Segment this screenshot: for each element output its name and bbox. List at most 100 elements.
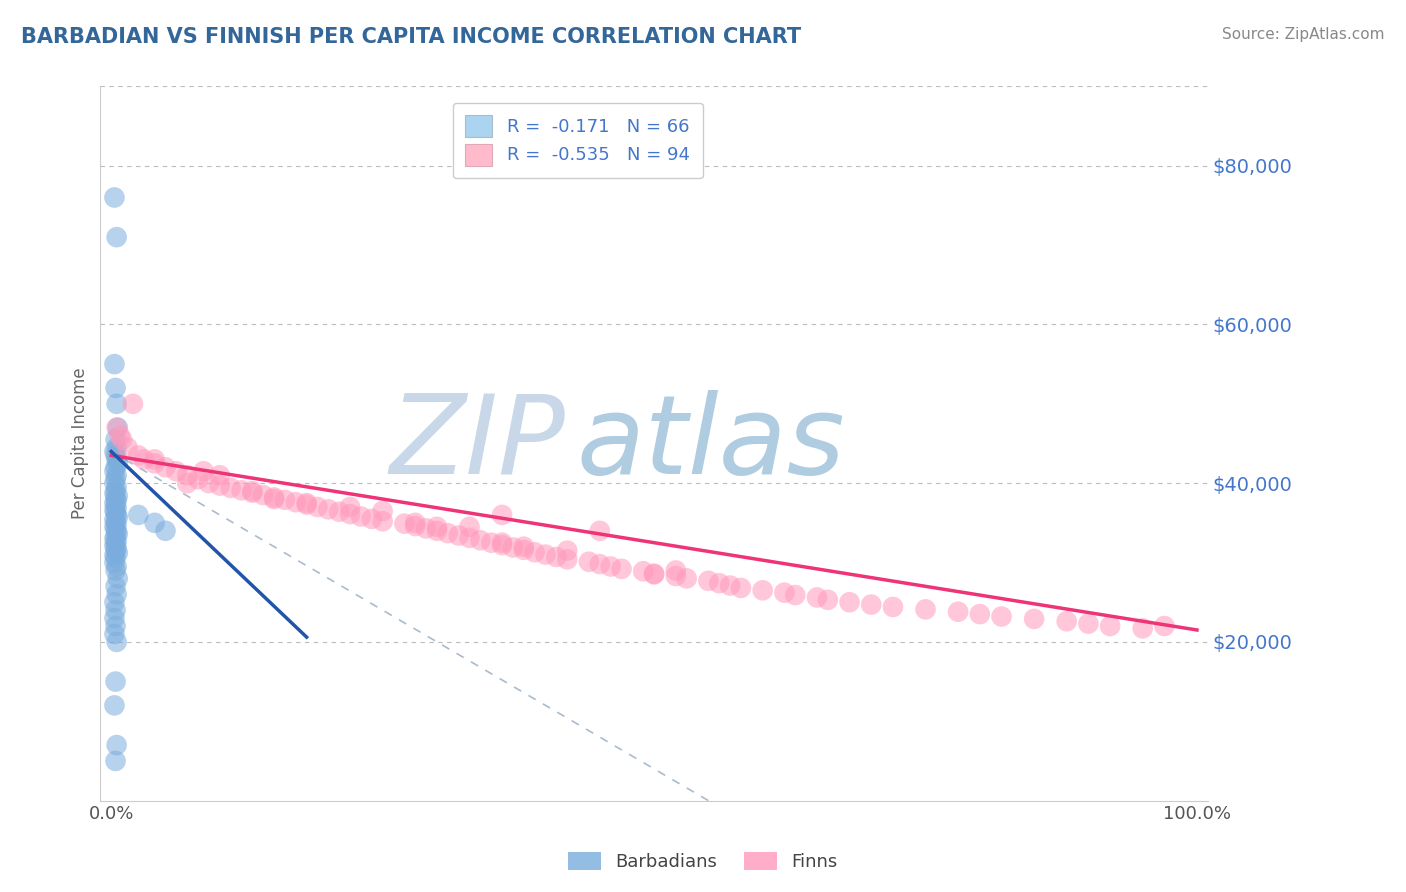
Point: [491, 538, 513, 552]
Point: [751, 583, 773, 598]
Point: [104, 433, 127, 447]
Point: [318, 502, 340, 516]
Point: [513, 542, 536, 557]
Point: [103, 486, 125, 500]
Point: [127, 508, 149, 522]
Point: [104, 381, 127, 395]
Point: [665, 569, 688, 583]
Point: [165, 464, 187, 478]
Point: [143, 456, 166, 470]
Point: [103, 520, 125, 534]
Point: [718, 578, 741, 592]
Point: [103, 513, 125, 527]
Legend: R =  -0.171   N = 66, R =  -0.535   N = 94: R = -0.171 N = 66, R = -0.535 N = 94: [453, 103, 703, 178]
Point: [105, 397, 128, 411]
Point: [806, 591, 828, 605]
Point: [513, 540, 536, 554]
Point: [555, 552, 578, 566]
Point: [103, 503, 125, 517]
Point: [697, 574, 720, 588]
Point: [404, 519, 426, 533]
Point: [104, 579, 127, 593]
Point: [107, 546, 129, 560]
Point: [104, 460, 127, 475]
Point: [458, 531, 481, 545]
Point: [176, 476, 198, 491]
Point: [103, 539, 125, 553]
Point: [107, 527, 129, 541]
Point: [491, 508, 513, 522]
Point: [104, 449, 127, 463]
Point: [404, 516, 426, 530]
Text: BARBADIAN VS FINNISH PER CAPITA INCOME CORRELATION CHART: BARBADIAN VS FINNISH PER CAPITA INCOME C…: [21, 27, 801, 46]
Point: [105, 517, 128, 532]
Point: [360, 512, 382, 526]
Point: [105, 452, 128, 467]
Point: [104, 472, 127, 486]
Point: [105, 230, 128, 244]
Point: [103, 627, 125, 641]
Point: [339, 507, 361, 521]
Point: [555, 543, 578, 558]
Legend: Barbadians, Finns: Barbadians, Finns: [561, 845, 845, 879]
Point: [104, 484, 127, 499]
Point: [103, 549, 125, 563]
Point: [107, 456, 129, 470]
Point: [105, 441, 128, 455]
Point: [730, 581, 752, 595]
Point: [105, 480, 128, 494]
Point: [491, 535, 513, 549]
Point: [155, 524, 177, 538]
Point: [284, 495, 307, 509]
Point: [479, 535, 502, 549]
Point: [105, 587, 128, 601]
Point: [104, 564, 127, 578]
Point: [103, 357, 125, 371]
Point: [107, 420, 129, 434]
Point: [107, 510, 129, 524]
Point: [675, 571, 697, 585]
Point: [426, 524, 449, 538]
Point: [610, 562, 633, 576]
Point: [103, 496, 125, 510]
Point: [103, 698, 125, 713]
Point: [1132, 621, 1154, 635]
Y-axis label: Per Capita Income: Per Capita Income: [72, 368, 89, 519]
Point: [132, 452, 155, 467]
Point: [914, 602, 936, 616]
Point: [103, 556, 125, 570]
Text: ZIP: ZIP: [389, 390, 565, 497]
Point: [104, 543, 127, 558]
Point: [371, 514, 394, 528]
Point: [534, 548, 557, 562]
Point: [105, 468, 128, 483]
Point: [105, 500, 128, 515]
Point: [599, 559, 621, 574]
Point: [104, 603, 127, 617]
Point: [104, 754, 127, 768]
Point: [111, 433, 134, 447]
Point: [198, 476, 221, 491]
Point: [127, 449, 149, 463]
Point: [107, 489, 129, 503]
Point: [990, 609, 1012, 624]
Point: [458, 520, 481, 534]
Point: [104, 491, 127, 506]
Point: [105, 508, 128, 522]
Point: [631, 564, 654, 578]
Point: [108, 428, 131, 442]
Point: [103, 595, 125, 609]
Point: [104, 550, 127, 565]
Point: [105, 559, 128, 574]
Point: [665, 564, 688, 578]
Point: [263, 491, 285, 506]
Point: [643, 566, 665, 581]
Point: [1077, 616, 1099, 631]
Point: [105, 635, 128, 649]
Point: [838, 595, 860, 609]
Point: [103, 532, 125, 546]
Point: [350, 509, 373, 524]
Point: [103, 190, 125, 204]
Point: [240, 484, 263, 499]
Point: [1024, 612, 1046, 626]
